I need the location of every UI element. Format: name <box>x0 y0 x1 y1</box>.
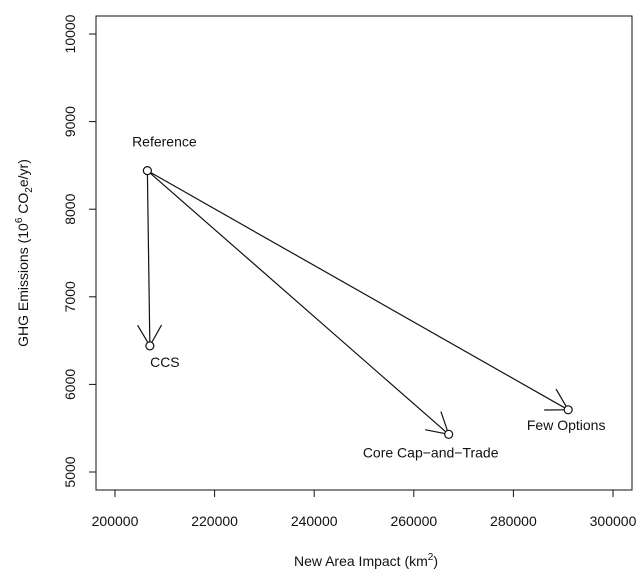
y-tick-label: 5000 <box>62 456 78 487</box>
x-axis-title-tail: ) <box>433 553 438 569</box>
x-axis-title-sup: 2 <box>428 552 434 563</box>
y-axis-title-sub: 2 <box>24 187 35 193</box>
y-tick-label: 10000 <box>62 14 78 53</box>
point-ccs <box>145 341 155 351</box>
point-layer <box>142 166 573 439</box>
point-label-core-cap-and-trade: Core Cap−and−Trade <box>363 444 499 460</box>
y-tick-label: 8000 <box>62 193 78 224</box>
x-tick-label: 200000 <box>92 513 139 529</box>
arrow-few-options <box>147 170 569 411</box>
point-label-ccs: CCS <box>150 354 180 370</box>
point-few-options <box>563 405 573 415</box>
x-tick-label: 280000 <box>490 513 537 529</box>
y-tick-label: 9000 <box>62 106 78 137</box>
x-axis: 200000 220000 240000 260000 280000 300000 <box>92 489 637 529</box>
point-core-cap-and-trade <box>444 429 454 439</box>
x-tick-label: 300000 <box>590 513 637 529</box>
point-reference <box>142 166 152 176</box>
y-axis-title-mid: CO <box>15 193 31 218</box>
x-axis-title: New Area Impact (km2) <box>294 552 438 569</box>
arrow-core-cap-and-trade <box>146 170 450 435</box>
y-axis-title: GHG Emissions (106 CO2e/yr) <box>14 159 35 347</box>
arrow-layer <box>137 170 569 435</box>
x-tick-label: 220000 <box>191 513 238 529</box>
x-tick-label: 240000 <box>291 513 338 529</box>
x-tick-label: 260000 <box>390 513 437 529</box>
y-axis: 5000 6000 7000 8000 9000 10000 <box>62 14 97 488</box>
y-axis-title-sup: 6 <box>14 217 25 223</box>
point-label-reference: Reference <box>132 134 197 150</box>
label-layer: Reference CCS Core Cap−and−Trade Few Option… <box>132 134 605 461</box>
y-axis-title-main: GHG Emissions (10 <box>15 223 31 347</box>
point-label-few-options: Few Options <box>527 417 606 433</box>
y-tick-label: 6000 <box>62 369 78 400</box>
y-tick-label: 7000 <box>62 281 78 312</box>
arrow-ccs <box>146 170 151 346</box>
y-axis-title-tail: e/yr) <box>15 159 31 187</box>
x-axis-title-main: New Area Impact (km <box>294 553 428 569</box>
